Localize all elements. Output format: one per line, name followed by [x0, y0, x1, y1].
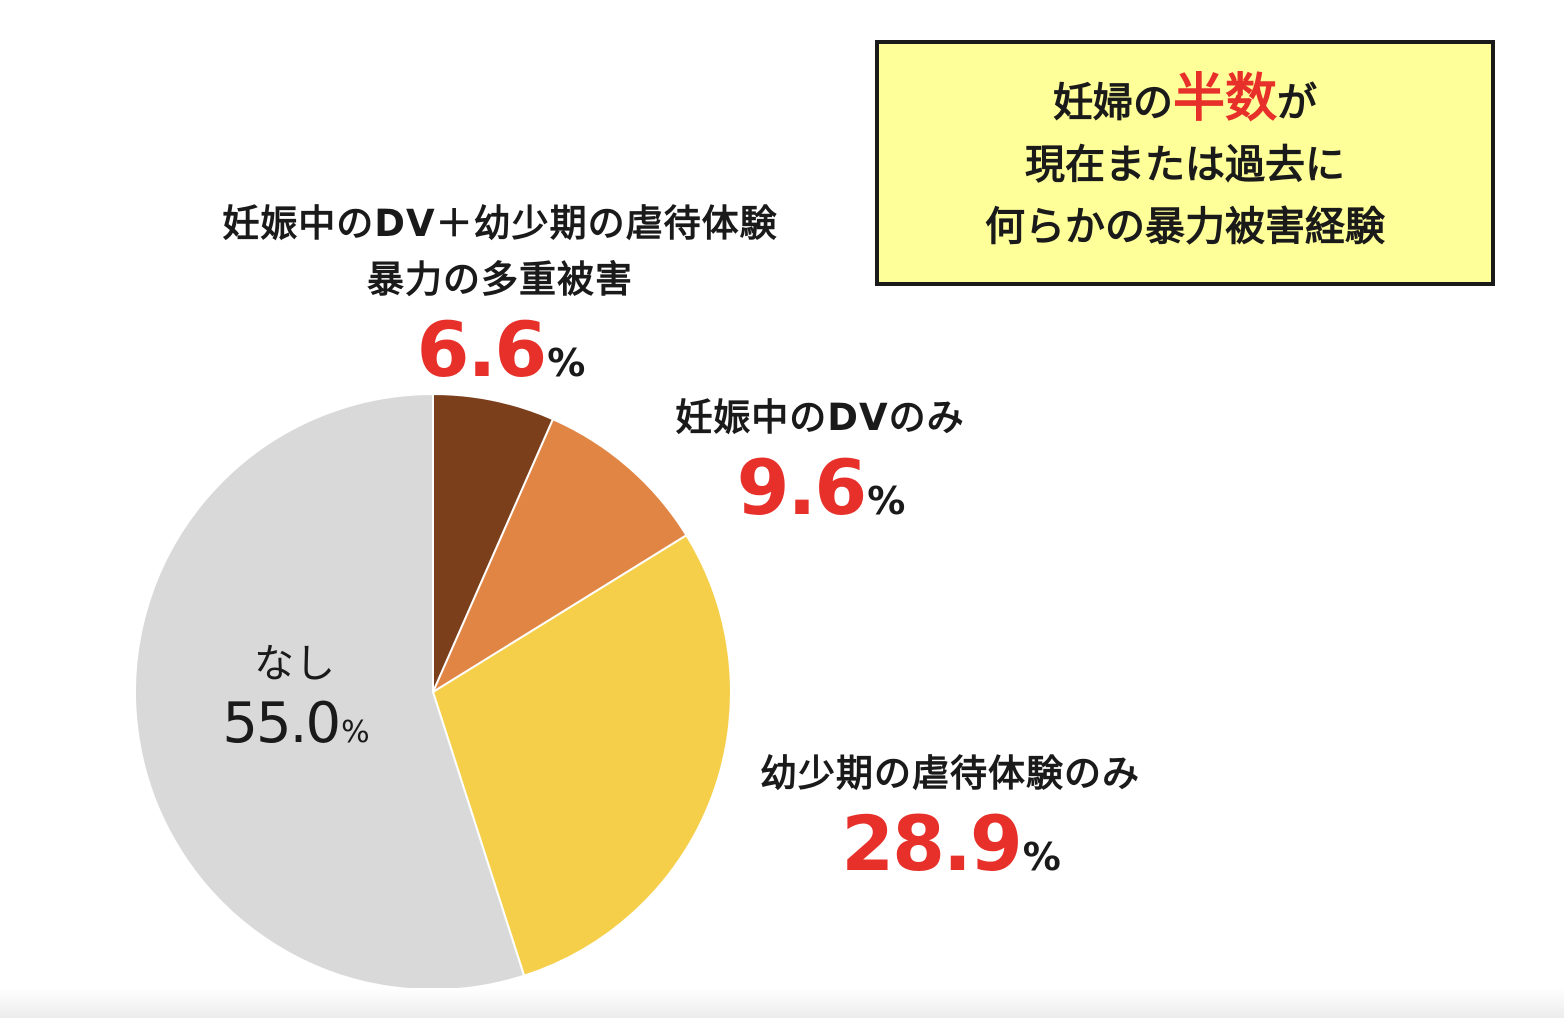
- percent-label: 9.6%: [610, 446, 1030, 543]
- percent-unit: %: [341, 715, 369, 750]
- slice-childhood-abuse-only: [431, 533, 732, 977]
- category-label: 妊娠中のDV＋幼少期の虐待体験: [222, 202, 778, 245]
- headline-text: 妊婦の: [1052, 80, 1173, 126]
- category-sublabel: 暴力の多重被害: [367, 258, 633, 301]
- slice-multiple-victimization: [432, 392, 555, 693]
- headline-line-1: 妊婦の半数が: [1053, 68, 1317, 134]
- percent-unit: %: [547, 341, 585, 385]
- data-label: 6.6: [416, 305, 548, 394]
- headline-text: が: [1277, 80, 1317, 126]
- slice-label-childhood-abuse-only: 幼少期の虐待体験のみ 28.9%: [700, 746, 1200, 899]
- bottom-edge: [0, 988, 1564, 1018]
- category-label: 妊娠中のDVのみ: [675, 396, 965, 439]
- headline-highlight: 半数: [1172, 69, 1277, 129]
- slice-dv-only: [430, 417, 688, 695]
- slice-none: [134, 392, 526, 991]
- headline-line-2: 現在または過去に: [1025, 142, 1345, 188]
- data-label: 28.9: [841, 799, 1023, 888]
- percent-unit: %: [867, 479, 905, 523]
- headline-line-3: 何らかの暴力被害経験: [985, 204, 1385, 250]
- percent-label: 55.0%: [180, 692, 410, 765]
- data-label: 9.6: [736, 443, 868, 532]
- headline-box: 妊婦の半数が 現在または過去に 何らかの暴力被害経験: [875, 40, 1495, 286]
- percent-label: 28.9%: [700, 802, 1200, 899]
- category-label: なし: [254, 641, 336, 687]
- slice-label-none: なし 55.0%: [180, 636, 410, 765]
- percent-unit: %: [1022, 835, 1061, 879]
- percent-label: 6.6%: [150, 308, 850, 405]
- data-label: 55.0: [222, 691, 341, 756]
- category-label: 幼少期の虐待体験のみ: [760, 752, 1140, 795]
- slice-label-multiple-victimization: 妊娠中のDV＋幼少期の虐待体験 暴力の多重被害 6.6%: [150, 196, 850, 405]
- slice-label-dv-only: 妊娠中のDVのみ 9.6%: [610, 390, 1030, 543]
